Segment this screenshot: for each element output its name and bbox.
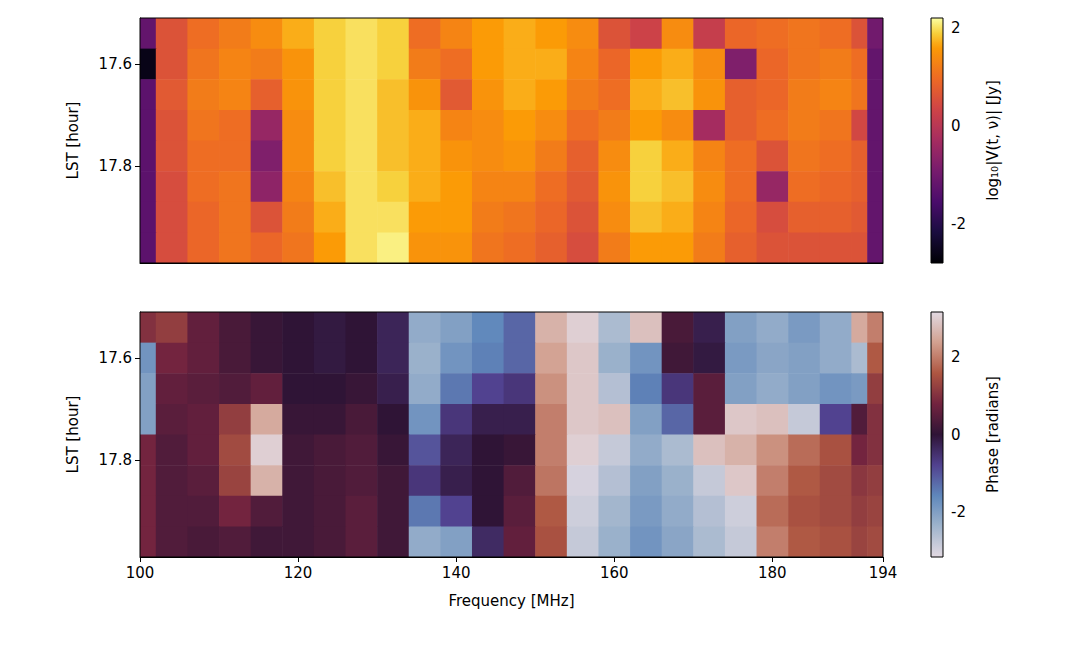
svg-text:log₁₀|V(t, ν)| [Jy]: log₁₀|V(t, ν)| [Jy] <box>984 80 1002 201</box>
svg-text:17.6: 17.6 <box>99 55 132 73</box>
svg-text:140: 140 <box>442 564 471 582</box>
svg-text:17.8: 17.8 <box>99 451 132 469</box>
svg-text:100: 100 <box>126 564 155 582</box>
svg-text:Phase [radians]: Phase [radians] <box>984 376 1002 493</box>
svg-text:LST [hour]: LST [hour] <box>64 102 82 180</box>
svg-text:2: 2 <box>951 19 961 37</box>
svg-text:17.8: 17.8 <box>99 157 132 175</box>
svg-text:2: 2 <box>951 348 961 366</box>
svg-text:0: 0 <box>951 426 961 444</box>
svg-text:194: 194 <box>869 564 898 582</box>
svg-text:120: 120 <box>284 564 313 582</box>
svg-text:17.6: 17.6 <box>99 349 132 367</box>
svg-text:160: 160 <box>600 564 629 582</box>
svg-text:0: 0 <box>951 117 961 135</box>
svg-text:-2: -2 <box>951 503 966 521</box>
svg-text:LST [hour]: LST [hour] <box>64 396 82 474</box>
svg-text:180: 180 <box>758 564 787 582</box>
svg-text:-2: -2 <box>951 215 966 233</box>
svg-text:Frequency [MHz]: Frequency [MHz] <box>448 592 574 610</box>
